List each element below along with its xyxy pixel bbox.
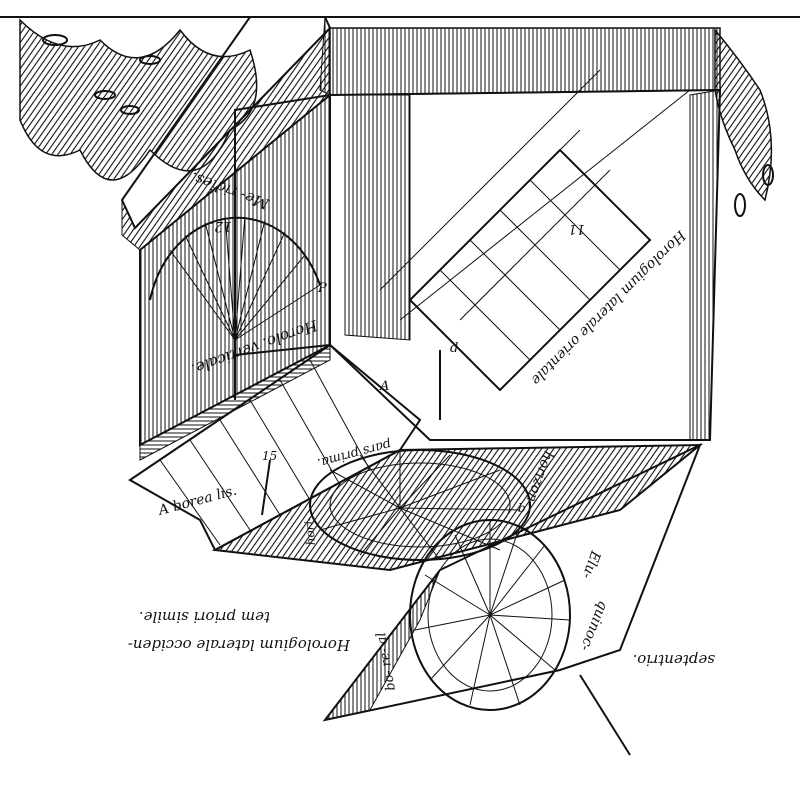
label-hour-11: 11 [568, 221, 585, 236]
horizontal-dial [211, 443, 703, 572]
label-hour-12: 12. [210, 218, 232, 234]
letter-b: b [518, 501, 526, 515]
letter-p: P [317, 281, 327, 296]
equinoctial-diamond [322, 442, 702, 756]
lateral-east-wall [329, 69, 722, 441]
label-borealis: A borea lis. [155, 483, 239, 520]
label-hori: hori- [302, 516, 318, 546]
label-hour-15: 15 [262, 449, 277, 463]
caption-line-1: Horologium laterale occiden- [128, 636, 351, 654]
top-beam [120, 16, 721, 251]
label-quinoc: quinoc- [577, 599, 612, 654]
label-right-wall: Horologium laterale orientale [528, 226, 690, 388]
label-septentrio: septentrio. [633, 651, 715, 669]
caption-line-2: tem priori simile. [139, 608, 270, 626]
letter-d: d [450, 341, 458, 356]
label-elu: Elu- [578, 548, 603, 581]
letter-a: A [379, 379, 389, 394]
foliage-right [714, 27, 774, 217]
